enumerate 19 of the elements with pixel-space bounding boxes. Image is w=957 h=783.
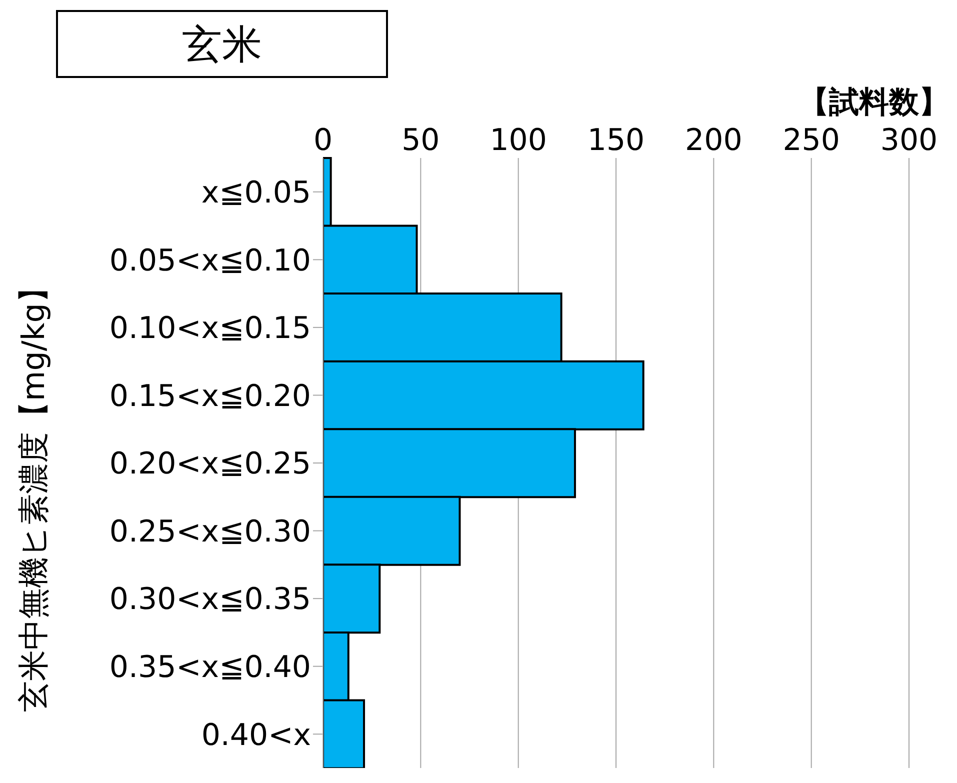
y-tick-label: 0.40<x	[201, 718, 311, 753]
y-tick-label: 0.35<x≦0.40	[109, 650, 311, 685]
x-tick-label: 200	[685, 123, 742, 158]
chart-title: 玄米	[56, 10, 388, 78]
x-tick-label: 300	[880, 123, 938, 158]
x-tick-label: 250	[782, 123, 840, 158]
y-tick-label: 0.10<x≦0.15	[109, 311, 311, 346]
y-tick-label: x≦0.05	[201, 176, 311, 211]
y-tick-label: 0.20<x≦0.25	[109, 446, 311, 482]
x-tick-label: 0	[313, 123, 333, 158]
x-tick-label: 150	[587, 123, 645, 158]
y-tick-label: 0.05<x≦0.10	[109, 243, 311, 278]
y-tick-label: 0.30<x≦0.35	[109, 582, 311, 618]
x-tick-label: 100	[490, 123, 547, 158]
y-tick-label: 0.25<x≦0.30	[109, 514, 311, 550]
x-axis-title: 【試料数】	[799, 84, 949, 122]
y-tick-label: 0.15<x≦0.20	[109, 378, 311, 414]
y-axis-title: 玄米中無機ヒ素濃度【mg/kg】	[15, 272, 53, 712]
x-tick-label: 50	[402, 123, 440, 158]
